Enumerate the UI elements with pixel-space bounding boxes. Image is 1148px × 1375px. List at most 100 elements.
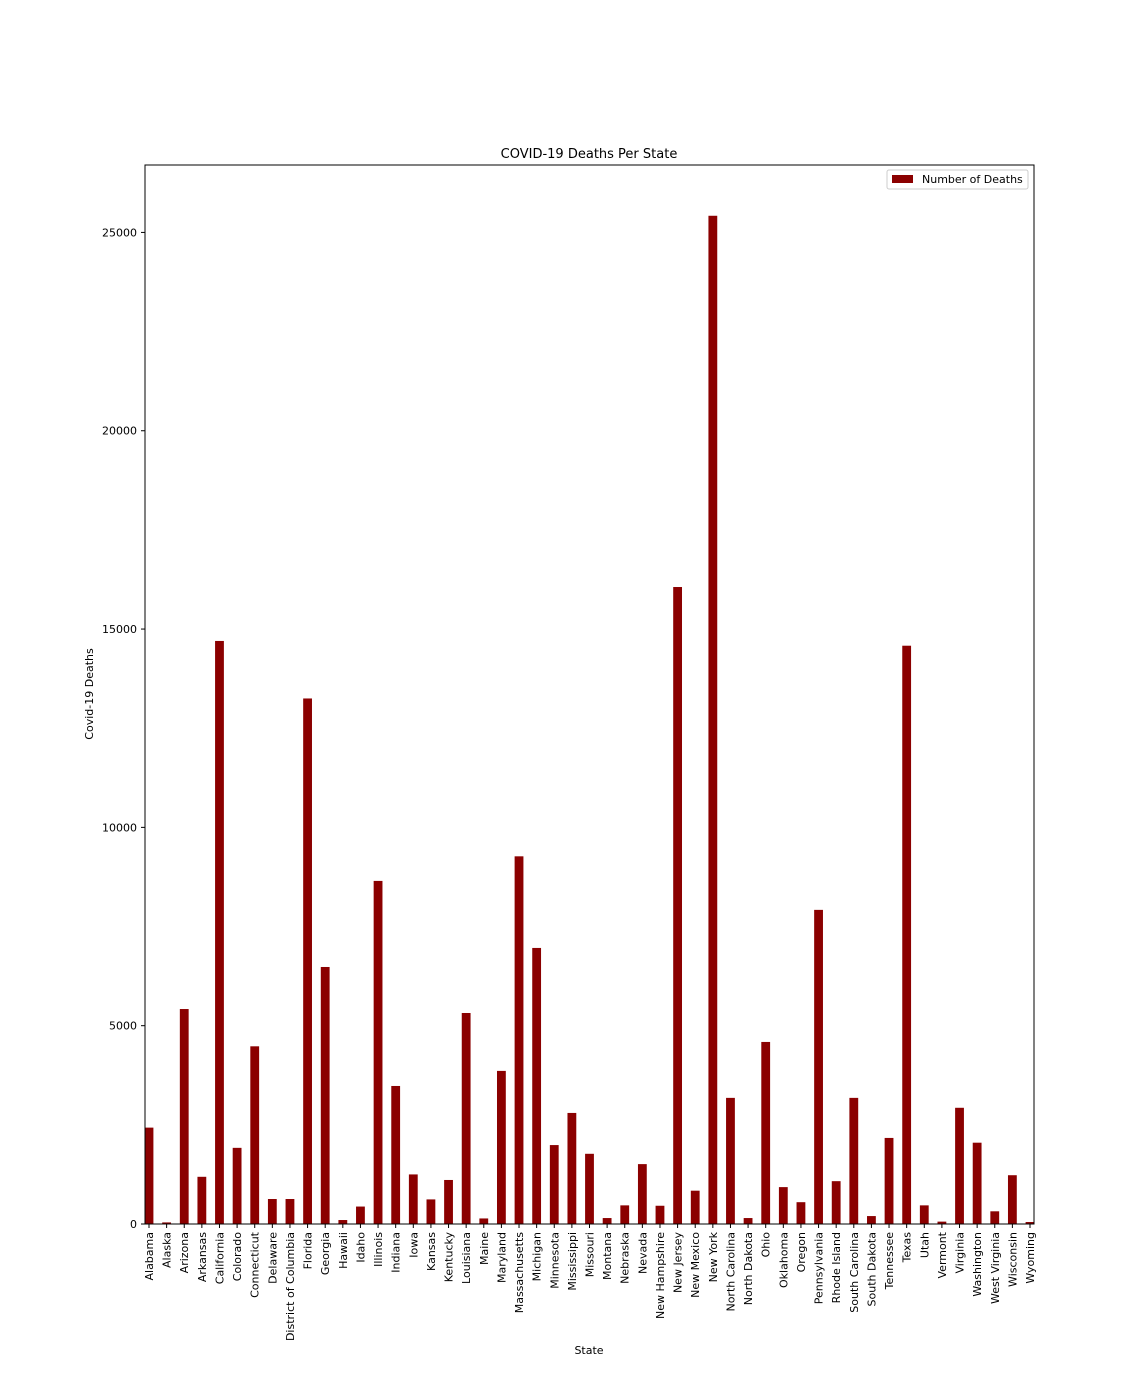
bar-nevada bbox=[637, 1164, 647, 1224]
x-tick-label: Iowa bbox=[407, 1232, 420, 1258]
x-tick-label: Mississippi bbox=[566, 1232, 579, 1291]
y-axis: 0 5000 10000 15000 20000 25000 bbox=[102, 226, 145, 1231]
bar-alaska bbox=[162, 1222, 172, 1224]
x-tick-label: Oklahoma bbox=[777, 1232, 790, 1288]
bar-kentucky bbox=[444, 1179, 453, 1224]
y-tick-label: 5000 bbox=[109, 1020, 137, 1033]
x-tick-label: Colorado bbox=[231, 1232, 244, 1281]
x-tick-label: Arkansas bbox=[196, 1232, 209, 1282]
x-axis: Alabama Alaska Arizona Arkansas California Co… bbox=[143, 1224, 1037, 1341]
x-tick-label: New Mexico bbox=[689, 1232, 702, 1298]
x-tick-label: Massachusetts bbox=[513, 1232, 526, 1314]
plot-area-frame bbox=[144, 164, 1035, 1225]
bar-utah bbox=[919, 1205, 929, 1224]
bar-wisconsin bbox=[1007, 1175, 1017, 1224]
x-tick-label: California bbox=[213, 1232, 226, 1284]
bar-indiana bbox=[391, 1085, 401, 1224]
x-tick-label: Washington bbox=[971, 1232, 984, 1297]
bar-massachusetts bbox=[514, 856, 524, 1224]
bar-virginia bbox=[955, 1107, 964, 1224]
x-tick-label: Arizona bbox=[178, 1232, 191, 1273]
bar-ohio bbox=[761, 1041, 771, 1224]
bar-new-hampshire bbox=[655, 1205, 665, 1224]
bar-south-dakota bbox=[867, 1216, 876, 1224]
x-tick-label: Louisiana bbox=[460, 1232, 473, 1284]
x-tick-label: North Carolina bbox=[724, 1232, 737, 1312]
bar-rhode-island bbox=[831, 1181, 841, 1224]
x-tick-label: Missouri bbox=[584, 1232, 597, 1277]
bar-mississippi bbox=[567, 1112, 577, 1224]
x-tick-label: Vermont bbox=[936, 1231, 949, 1278]
x-tick-label: North Dakota bbox=[742, 1232, 755, 1305]
y-axis-label: Covid-19 Deaths bbox=[83, 648, 96, 740]
x-tick-label: Illinois bbox=[372, 1232, 385, 1267]
bar-louisiana bbox=[461, 1012, 471, 1224]
bar-michigan bbox=[532, 947, 542, 1224]
y-tick-label: 15000 bbox=[102, 623, 137, 636]
bar-oklahoma bbox=[778, 1187, 788, 1224]
y-tick-label: 10000 bbox=[102, 821, 137, 834]
x-tick-label: South Dakota bbox=[865, 1232, 878, 1306]
x-tick-label: New York bbox=[707, 1231, 720, 1282]
y-tick-label: 0 bbox=[130, 1218, 137, 1231]
x-tick-label: Michigan bbox=[531, 1232, 544, 1281]
bar-arkansas bbox=[197, 1176, 207, 1224]
bar-north-dakota bbox=[743, 1218, 753, 1224]
x-tick-label: Pennsylvania bbox=[813, 1232, 826, 1304]
bar-missouri bbox=[585, 1153, 594, 1224]
legend-swatch bbox=[892, 175, 913, 183]
bar-montana bbox=[602, 1218, 612, 1224]
bar-wyoming bbox=[1025, 1222, 1035, 1224]
bar-nebraska bbox=[620, 1205, 630, 1224]
x-tick-label: New Hampshire bbox=[654, 1232, 667, 1319]
x-tick-label: Alabama bbox=[143, 1232, 156, 1281]
x-tick-label: Oregon bbox=[795, 1232, 808, 1272]
bar-washington bbox=[972, 1142, 982, 1224]
x-tick-label: Kentucky bbox=[443, 1232, 456, 1283]
x-tick-label: Rhode Island bbox=[830, 1232, 843, 1303]
x-tick-label: South Carolina bbox=[848, 1232, 861, 1313]
legend-label: Number of Deaths bbox=[922, 173, 1023, 186]
bar-idaho bbox=[356, 1206, 365, 1224]
x-tick-label: Nebraska bbox=[619, 1232, 632, 1284]
bar-iowa bbox=[408, 1174, 418, 1224]
legend-box bbox=[886, 169, 1029, 190]
x-tick-label: Hawaii bbox=[337, 1232, 350, 1269]
bar-illinois bbox=[373, 880, 383, 1224]
x-tick-label: West Virginia bbox=[989, 1232, 1002, 1304]
x-tick-label: New Jersey bbox=[672, 1232, 685, 1294]
bar-district-of-columbia bbox=[285, 1199, 295, 1224]
bar-delaware bbox=[267, 1199, 277, 1224]
x-tick-label: Georgia bbox=[319, 1232, 332, 1275]
x-tick-label: Idaho bbox=[354, 1232, 367, 1263]
x-tick-label: Texas bbox=[901, 1232, 914, 1264]
y-tick-label: 20000 bbox=[102, 425, 137, 438]
bar-alabama bbox=[144, 1127, 154, 1224]
x-tick-label: Connecticut bbox=[249, 1231, 262, 1298]
x-tick-label: Indiana bbox=[390, 1232, 403, 1273]
bar-vermont bbox=[937, 1221, 947, 1224]
x-tick-label: Maine bbox=[478, 1232, 491, 1265]
bars bbox=[144, 215, 1035, 1224]
x-tick-label: Alaska bbox=[161, 1232, 174, 1268]
bar-kansas bbox=[426, 1199, 436, 1224]
legend: Number of Deaths bbox=[886, 169, 1029, 190]
x-tick-label: Delaware bbox=[266, 1232, 279, 1284]
x-tick-label: Kansas bbox=[425, 1232, 438, 1271]
chart-title: COVID-19 Deaths Per State bbox=[501, 147, 678, 162]
bar-south-carolina bbox=[849, 1097, 859, 1224]
bar-new-mexico bbox=[690, 1190, 700, 1224]
x-tick-label: District of Columbia bbox=[284, 1232, 297, 1341]
bar-hawaii bbox=[338, 1220, 348, 1224]
bar-connecticut bbox=[250, 1046, 260, 1224]
bar-california bbox=[215, 640, 224, 1224]
bar-tennessee bbox=[884, 1137, 894, 1224]
bar-new-jersey bbox=[673, 587, 683, 1224]
bar-minnesota bbox=[549, 1145, 559, 1224]
bar-maine bbox=[479, 1218, 489, 1224]
bar-colorado bbox=[232, 1147, 242, 1224]
x-tick-label: Ohio bbox=[760, 1232, 773, 1258]
x-tick-label: Tennessee bbox=[883, 1232, 896, 1291]
bar-new-york bbox=[708, 215, 718, 1224]
